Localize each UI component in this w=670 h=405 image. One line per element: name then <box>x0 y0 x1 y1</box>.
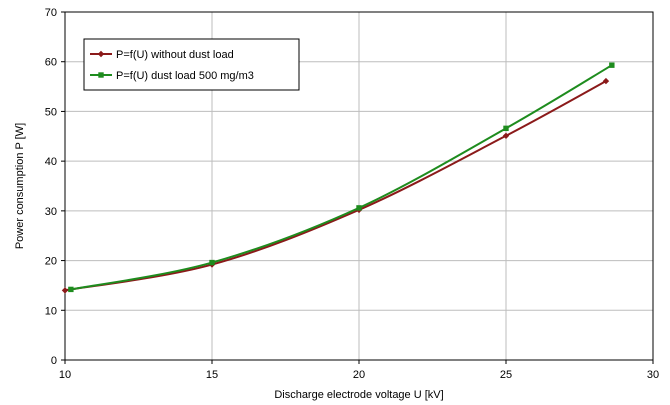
series-line <box>64 80 607 292</box>
y-tick-label: 0 <box>51 355 57 367</box>
y-tick-label: 50 <box>45 106 57 118</box>
legend-marker <box>98 72 104 78</box>
series-1 <box>61 77 610 294</box>
x-axis-label: Discharge electrode voltage U [kV] <box>274 389 443 401</box>
series-layer <box>61 62 615 294</box>
y-tick-label: 70 <box>45 7 57 19</box>
legend-label: P=f(U) without dust load <box>116 49 234 61</box>
x-tick-label: 30 <box>647 369 659 381</box>
x-tick-label: 20 <box>353 369 365 381</box>
legend-marker <box>97 50 105 58</box>
data-point <box>68 286 74 293</box>
series-line <box>70 64 613 291</box>
y-tick-label: 10 <box>45 305 57 317</box>
data-point <box>61 287 69 294</box>
y-tick-label: 30 <box>45 206 57 218</box>
y-tick-label: 20 <box>45 256 57 268</box>
data-point <box>356 205 362 211</box>
y-tick-label: 40 <box>45 156 57 168</box>
series-2 <box>68 62 615 293</box>
y-axis-label: Power consumption P [W] <box>14 123 26 249</box>
legend-box <box>83 38 300 91</box>
data-point <box>602 77 610 85</box>
x-tick-label: 10 <box>59 369 71 381</box>
x-tick-label: 15 <box>206 369 218 381</box>
data-point <box>609 62 615 68</box>
legend-label: P=f(U) dust load 500 mg/m3 <box>116 70 254 82</box>
legend: P=f(U) without dust load P=f(U) dust load… <box>83 38 300 91</box>
x-tick-label: 25 <box>500 369 512 381</box>
y-tick-label: 60 <box>45 57 57 69</box>
data-point <box>209 259 215 266</box>
data-point <box>502 132 510 139</box>
data-point <box>503 125 509 132</box>
